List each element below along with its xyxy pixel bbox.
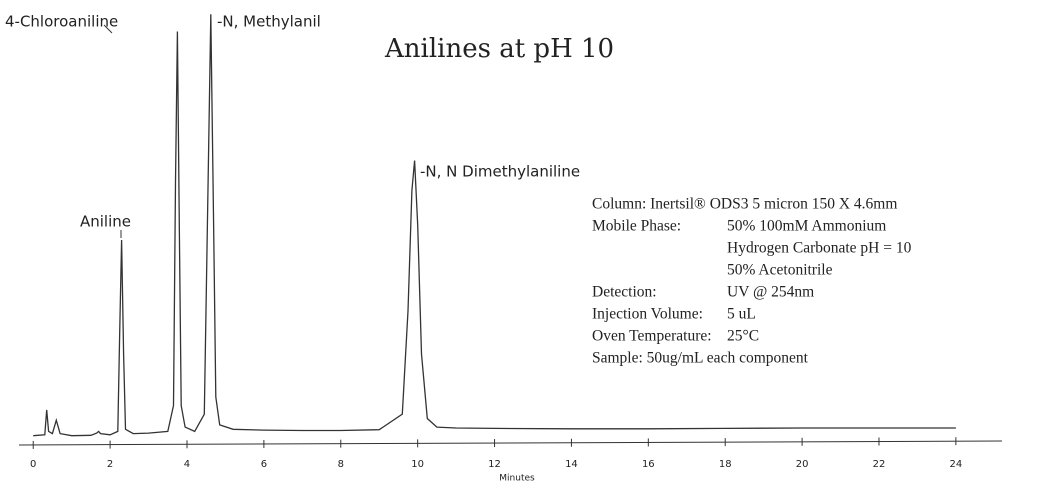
condition-value: 25°C [727,328,759,345]
x-tick-label: 6 [261,459,267,470]
x-axis [18,440,1003,446]
x-tick-label: 16 [642,459,655,470]
chart-title: Anilines at pH 10 [384,34,614,64]
x-tick-label: 10 [411,459,424,470]
x-tick-label: 22 [873,459,886,470]
leader [103,24,113,34]
condition-label: Mobile Phase: [592,218,681,235]
x-axis-label: Minutes [499,474,535,484]
x-tick-label: 2 [107,459,113,470]
peak-label: Aniline [80,213,131,231]
x-tick-label: 18 [719,459,732,470]
condition-value: 5 uL [727,306,756,323]
x-tick-label: 20 [796,459,809,470]
x-tick-label: 24 [950,459,963,470]
condition-value: Hydrogen Carbonate pH = 10 [727,240,912,257]
peak-label: -N, Methylanil [217,13,321,31]
x-tick-label: 12 [488,459,501,470]
x-tick-label: 14 [565,459,578,470]
peak-label: 4-Chloroaniline [5,13,118,31]
condition-label: Injection Volume: [592,306,703,323]
condition-value: Column: Inertsil® ODS3 5 micron 150 X 4.… [592,196,897,213]
leaders [103,24,122,238]
chromatogram-trace [33,14,956,437]
condition-value: 50% 100mM Ammonium [727,218,886,235]
condition-value: 50% Acetonitrile [727,262,833,279]
condition-value: Sample: 50ug/mL each component [592,350,809,367]
condition-label: Oven Temperature: [592,328,712,345]
x-tick-label: 0 [30,459,36,470]
condition-value: UV @ 254nm [727,284,814,301]
x-tick-label: 4 [184,459,190,470]
x-tick-label: 8 [338,459,344,470]
peak-label: -N, N Dimethylaniline [420,163,580,181]
condition-label: Detection: [592,284,657,301]
